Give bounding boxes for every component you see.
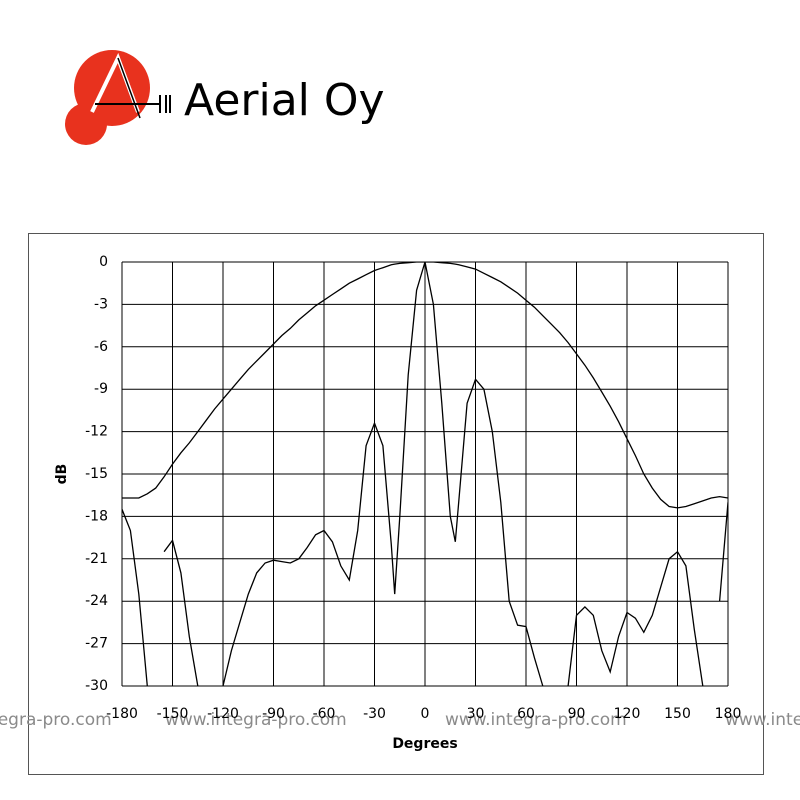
x-tick-label: 0 bbox=[421, 706, 430, 722]
y-tick-label: -24 bbox=[85, 593, 108, 609]
x-tick-label: -90 bbox=[262, 706, 285, 722]
series-line bbox=[122, 262, 728, 686]
x-tick-label: -180 bbox=[106, 706, 138, 722]
logo-antenna bbox=[95, 95, 171, 113]
x-tick-label: 90 bbox=[568, 706, 586, 722]
x-tick-label: -120 bbox=[207, 706, 239, 722]
logo: Aerial Oy bbox=[65, 50, 385, 145]
y-axis-label: dB bbox=[54, 464, 70, 485]
x-axis-label: Degrees bbox=[392, 736, 457, 752]
y-tick-label: -30 bbox=[85, 678, 108, 694]
x-tick-label: 30 bbox=[467, 706, 485, 722]
series-line bbox=[122, 262, 728, 509]
watermark: www.integra-pro.com bbox=[165, 710, 347, 730]
x-tick-label: 150 bbox=[664, 706, 691, 722]
watermark: www.integra-pro.com bbox=[725, 710, 800, 730]
chart-frame bbox=[28, 233, 764, 775]
logo-text: Aerial Oy bbox=[184, 75, 385, 126]
y-tick-label: -3 bbox=[94, 296, 108, 312]
y-tick-label: 0 bbox=[99, 254, 108, 270]
x-tick-label: -30 bbox=[363, 706, 386, 722]
x-tick-label: 180 bbox=[715, 706, 742, 722]
x-tick-label: 120 bbox=[614, 706, 641, 722]
x-tick-label: 60 bbox=[517, 706, 535, 722]
y-tick-label: -12 bbox=[85, 424, 108, 440]
watermark: www.integra-pro.com bbox=[0, 710, 112, 730]
y-tick-label: -18 bbox=[85, 508, 108, 524]
y-tick-label: -6 bbox=[94, 339, 108, 355]
y-tick-label: -27 bbox=[85, 636, 108, 652]
logo-circle-small bbox=[65, 103, 107, 145]
logo-line bbox=[117, 57, 141, 119]
watermark: www.integra-pro.com bbox=[445, 710, 627, 730]
y-tick-label: -9 bbox=[94, 381, 108, 397]
y-tick-label: -21 bbox=[85, 551, 108, 567]
y-tick-label: -15 bbox=[85, 466, 108, 482]
x-tick-label: -150 bbox=[157, 706, 189, 722]
x-tick-label: -60 bbox=[313, 706, 336, 722]
